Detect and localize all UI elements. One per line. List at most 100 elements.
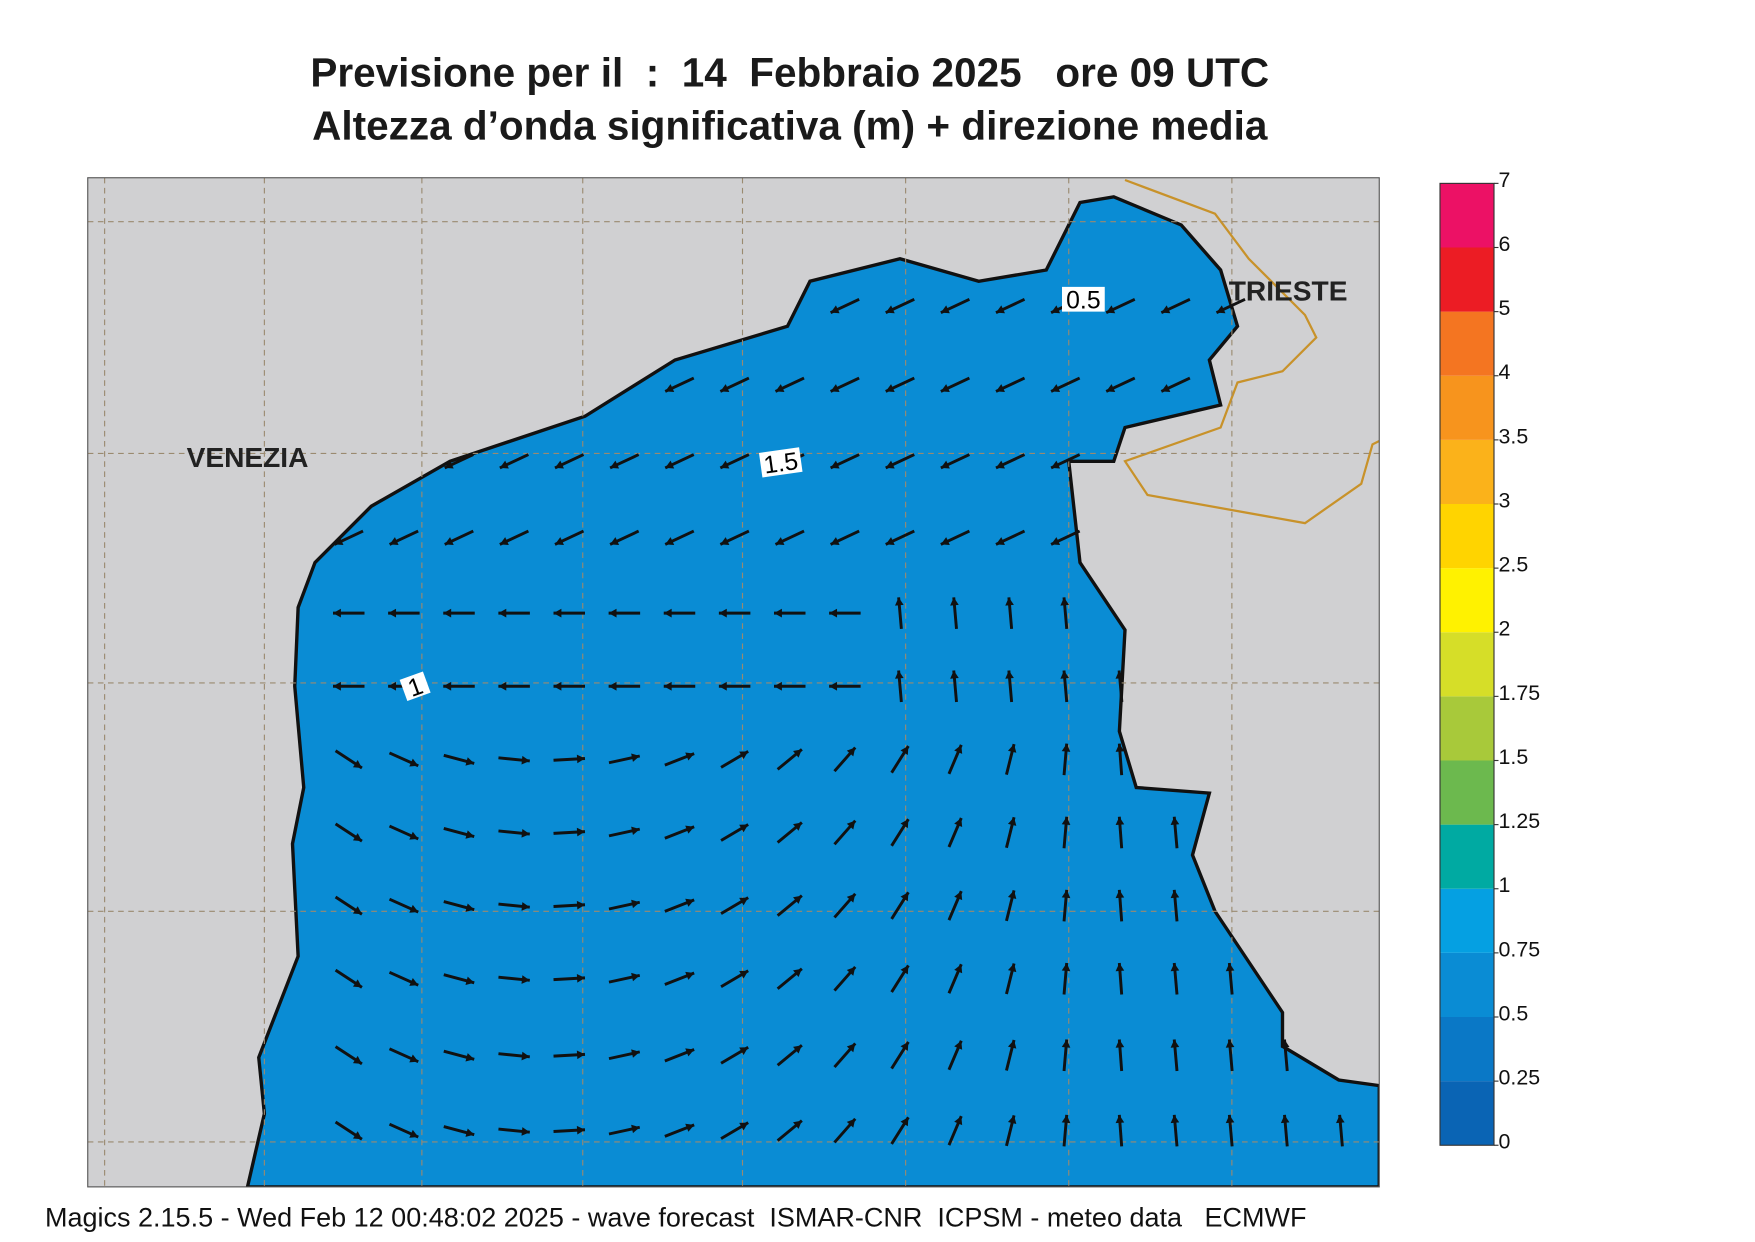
arrow-head	[663, 681, 672, 691]
color-band	[1440, 375, 1494, 440]
tick-label: 1.5	[1499, 745, 1529, 769]
arrow-head	[793, 968, 802, 978]
arrow-head	[793, 749, 802, 758]
arrow-head	[553, 681, 562, 691]
arrow-head	[409, 831, 419, 840]
arrow-head	[576, 900, 585, 910]
arrow-head	[576, 1050, 585, 1060]
arrow-head	[1115, 670, 1125, 679]
color-band	[1440, 504, 1494, 569]
arrow-head	[521, 1127, 530, 1136]
arrow-head	[576, 754, 585, 764]
arrow-head	[885, 305, 895, 314]
arrow-head	[1060, 670, 1069, 679]
colorbar-frame	[1439, 182, 1495, 1146]
tick-label: 0.75	[1499, 937, 1541, 961]
arrow-head	[409, 1129, 419, 1138]
arrow-head	[465, 1053, 475, 1062]
arrow-head	[576, 973, 585, 983]
color-band	[1440, 824, 1494, 889]
color-band	[1440, 952, 1494, 1017]
arrow-head	[443, 608, 452, 618]
arrow-head	[846, 966, 856, 976]
arrow-head	[521, 902, 530, 911]
arrow-head	[1225, 1114, 1235, 1124]
tick-label: 6	[1499, 232, 1511, 256]
tick-label: 4	[1499, 360, 1511, 384]
arrow-head	[829, 608, 838, 618]
color-band	[1440, 247, 1494, 312]
arrow-head	[1170, 1114, 1180, 1124]
arrow-head	[1106, 384, 1116, 392]
arrow-head	[1225, 1039, 1235, 1048]
arrow-head	[521, 829, 530, 838]
arrow-head	[720, 537, 730, 545]
arrow-head	[610, 460, 620, 469]
arrow-head	[846, 820, 856, 830]
tick-label: 0.5	[1499, 1001, 1529, 1025]
arrow-head	[1051, 460, 1061, 469]
arrow-head	[900, 746, 909, 756]
colorbar: 0 0.25 0.5 0.75 1 1.25 1.5 1.75 2 2.5 3 3.5 4 5 6 7	[1439, 168, 1541, 1154]
arrow-head	[995, 537, 1005, 545]
tick-label: 3.5	[1499, 424, 1529, 448]
arrow-head	[1007, 963, 1017, 973]
tick-label: 1	[1499, 873, 1511, 897]
arrow-head	[954, 818, 963, 827]
arrow-head	[334, 537, 344, 545]
arrow-head	[954, 964, 963, 974]
arrow-head	[443, 681, 452, 691]
arrow-head	[846, 893, 856, 903]
arrow-head	[631, 753, 640, 762]
arrow-head	[846, 1043, 856, 1053]
tick-label: 1.25	[1499, 809, 1541, 833]
arrow-head	[1061, 743, 1071, 752]
arrow-head	[954, 744, 963, 754]
tick-label: 3	[1499, 488, 1511, 512]
arrow-head	[1060, 597, 1069, 606]
arrow-head	[499, 537, 509, 545]
arrow-head	[829, 681, 838, 691]
tick-label: 0.25	[1499, 1066, 1541, 1090]
arrow-head	[885, 460, 895, 469]
arrow-head	[954, 1116, 963, 1126]
arrow-head	[1115, 816, 1125, 825]
arrow-head	[1161, 305, 1171, 314]
arrow-head	[739, 897, 749, 906]
arrow-head	[830, 460, 840, 469]
arrow-head	[1007, 817, 1017, 826]
arrow-head	[774, 608, 782, 618]
arrow-head	[846, 1118, 856, 1128]
arrow-head	[498, 608, 507, 618]
arrow-head	[954, 891, 963, 901]
arrow-head	[900, 1041, 909, 1051]
arrow-head	[665, 460, 675, 469]
tick-label: 5	[1499, 296, 1511, 320]
arrow-head	[940, 460, 950, 469]
arrow-head	[409, 978, 419, 986]
place-label: TRIESTE	[1229, 275, 1348, 306]
arrow-head	[685, 752, 695, 761]
arrow-head	[885, 384, 895, 392]
arrow-head	[1115, 1039, 1125, 1048]
arrow-head	[685, 898, 695, 907]
arrow-head	[720, 384, 730, 392]
tick-label: 2.5	[1499, 553, 1529, 577]
arrow-head	[1115, 743, 1125, 752]
arrow-head	[631, 1049, 640, 1058]
arrow-head	[352, 760, 362, 768]
arrow-head	[995, 305, 1005, 314]
arrow-head	[1170, 816, 1180, 826]
arrow-head	[1007, 1039, 1017, 1049]
arrow-head	[685, 971, 695, 980]
arrow-head	[1225, 963, 1235, 972]
arrow-head	[409, 758, 419, 767]
arrow-head	[631, 1124, 640, 1134]
arrow-head	[718, 608, 727, 618]
arrow-head	[352, 906, 362, 915]
arrow-head	[995, 384, 1005, 392]
color-band	[1440, 760, 1494, 825]
arrow-head	[895, 670, 904, 679]
arrow-head	[608, 681, 617, 691]
